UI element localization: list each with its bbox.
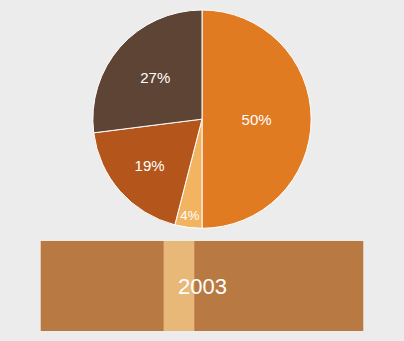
svg-text:50%: 50% <box>242 111 272 128</box>
svg-text:4%: 4% <box>180 208 199 223</box>
svg-text:2003: 2003 <box>178 274 227 299</box>
svg-text:27%: 27% <box>140 69 170 86</box>
svg-text:19%: 19% <box>135 157 165 174</box>
